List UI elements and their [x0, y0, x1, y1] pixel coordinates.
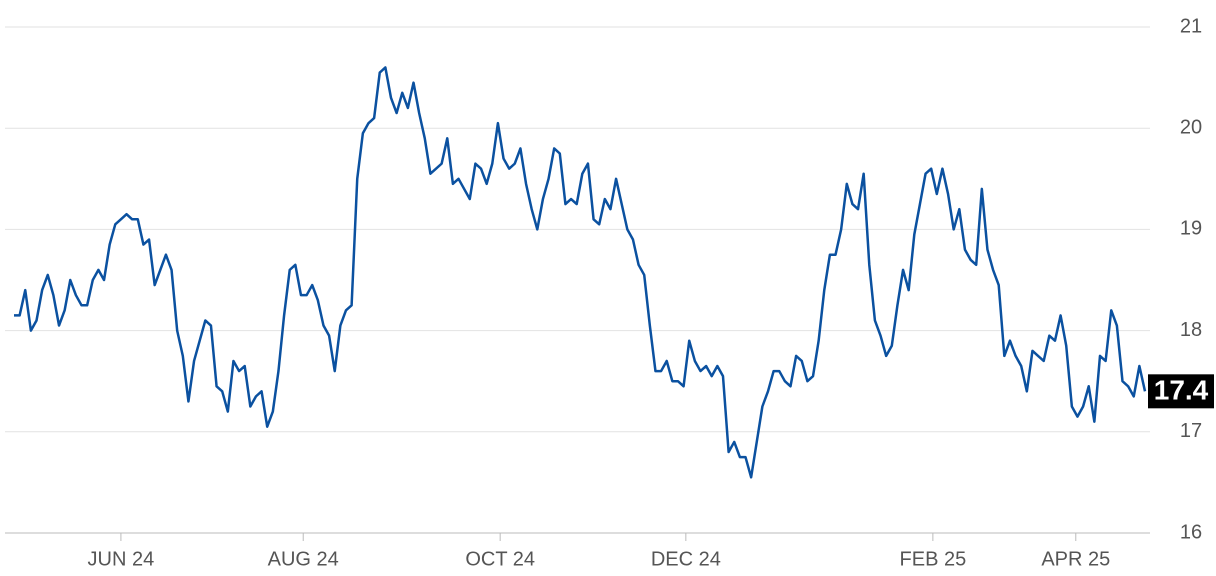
price-line [14, 66, 1147, 479]
x-tick-label: FEB 25 [900, 548, 967, 570]
x-tick-label: DEC 24 [651, 548, 721, 570]
y-tick-label: 17 [1180, 420, 1202, 442]
y-tick-label: 21 [1180, 15, 1202, 37]
x-tick-label: JUN 24 [88, 548, 155, 570]
y-tick-label: 16 [1180, 521, 1202, 543]
y-tick-label: 18 [1180, 319, 1202, 341]
y-tick-label: 19 [1180, 218, 1202, 240]
last-value-label: 17.4 [1154, 375, 1209, 406]
last-value-box [1148, 374, 1214, 409]
x-tick-label: APR 25 [1041, 548, 1110, 570]
x-tick-label: OCT 24 [465, 548, 535, 570]
x-tick-label: AUG 24 [268, 548, 339, 570]
y-tick-label: 20 [1180, 116, 1202, 138]
